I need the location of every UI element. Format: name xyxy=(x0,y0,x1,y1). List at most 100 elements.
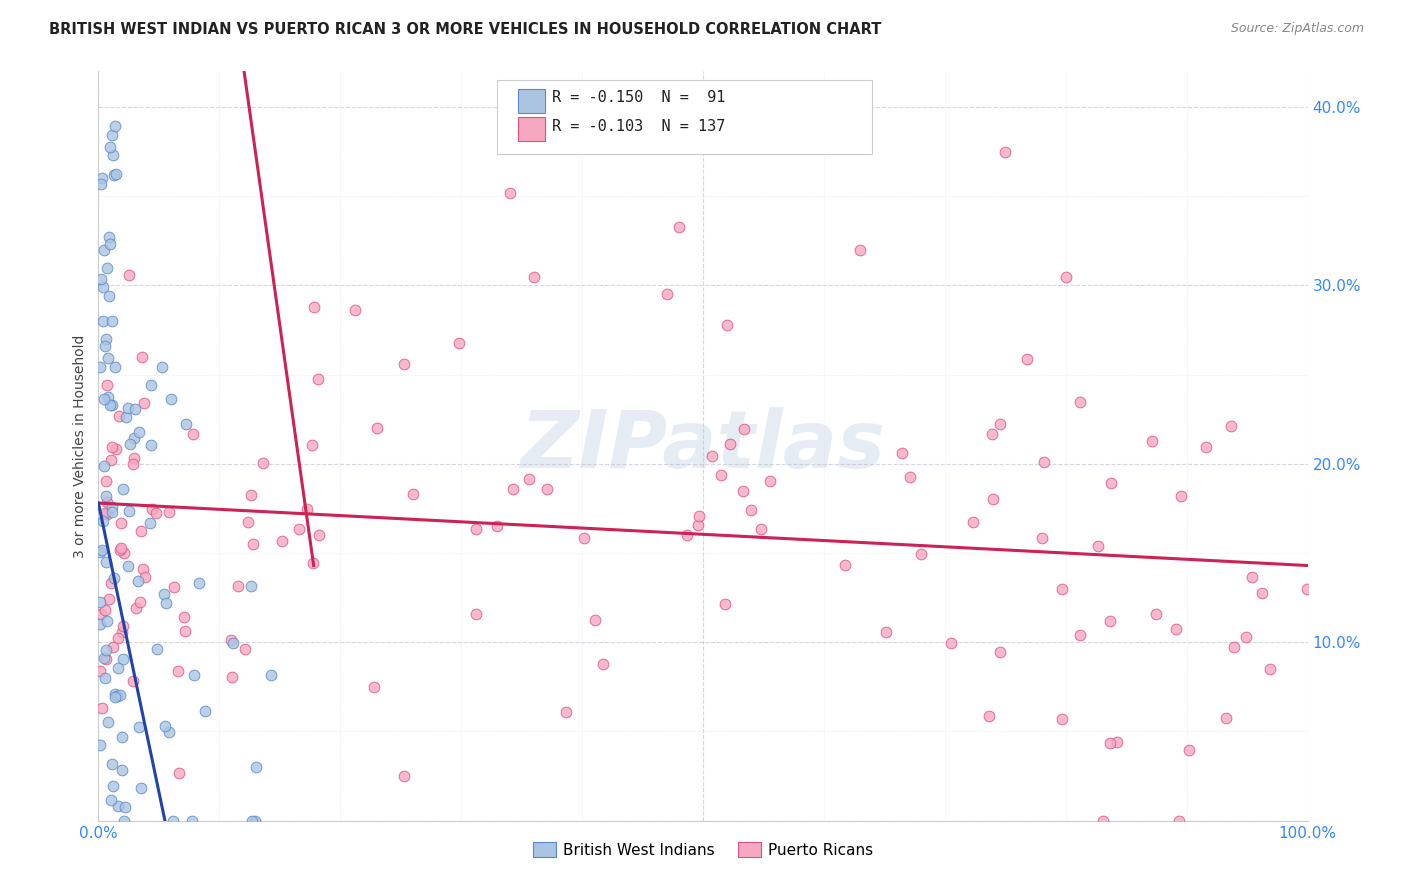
Point xyxy=(98,139,121,153)
Point xyxy=(129,781,152,796)
Point xyxy=(121,457,143,471)
Point xyxy=(688,508,710,523)
Point xyxy=(499,186,522,200)
Point xyxy=(127,574,149,588)
Point xyxy=(239,488,262,502)
FancyBboxPatch shape xyxy=(498,80,872,153)
Point xyxy=(245,760,267,774)
Point xyxy=(122,431,145,445)
Point xyxy=(271,533,294,548)
Text: R = -0.150  N =  91: R = -0.150 N = 91 xyxy=(551,90,725,105)
Point xyxy=(107,631,129,645)
Point xyxy=(117,558,139,573)
Point xyxy=(100,793,122,807)
Point xyxy=(464,522,486,536)
Point xyxy=(141,502,163,516)
Point xyxy=(89,272,111,286)
Point xyxy=(89,545,111,559)
Point xyxy=(343,303,366,318)
Point xyxy=(89,664,111,678)
Point xyxy=(187,575,209,590)
Point xyxy=(688,517,710,532)
Point xyxy=(302,301,325,315)
Point xyxy=(486,518,509,533)
Point xyxy=(91,171,114,186)
Point xyxy=(1054,269,1077,284)
Point xyxy=(751,522,773,536)
Point xyxy=(238,516,260,530)
Point xyxy=(111,731,134,745)
Point xyxy=(103,640,125,654)
Point xyxy=(103,168,125,182)
Point xyxy=(260,668,283,682)
Point xyxy=(100,314,122,328)
Point xyxy=(1144,607,1167,621)
Bar xyxy=(517,88,544,112)
Point xyxy=(131,350,153,364)
Point xyxy=(167,766,190,780)
Point xyxy=(163,580,186,594)
Point xyxy=(1098,736,1121,750)
Point xyxy=(100,453,122,467)
Point xyxy=(173,610,195,624)
Point xyxy=(134,569,156,583)
Point xyxy=(112,814,135,828)
Point xyxy=(219,633,242,648)
Point xyxy=(96,260,118,275)
Point xyxy=(157,725,180,739)
Point xyxy=(94,332,117,346)
Point xyxy=(592,657,614,671)
Point xyxy=(96,614,118,628)
Point xyxy=(1087,539,1109,553)
Point xyxy=(94,555,117,569)
Point xyxy=(110,516,132,531)
Point xyxy=(394,768,416,782)
Point xyxy=(94,338,117,352)
Point xyxy=(94,652,117,666)
Point xyxy=(91,314,114,328)
Point xyxy=(111,625,134,640)
Point xyxy=(174,417,197,431)
Point xyxy=(108,409,131,423)
Point xyxy=(89,595,111,609)
Point xyxy=(295,502,318,516)
Point xyxy=(502,482,524,496)
Point xyxy=(104,167,127,181)
Point xyxy=(122,450,145,465)
Point xyxy=(302,556,325,570)
Point xyxy=(90,542,112,557)
Point xyxy=(104,688,127,702)
Point xyxy=(1177,742,1199,756)
Point xyxy=(94,671,117,685)
Point xyxy=(288,522,311,536)
Point xyxy=(180,814,202,828)
Point xyxy=(152,586,174,600)
Point xyxy=(465,607,488,621)
Point xyxy=(98,237,121,252)
Point xyxy=(131,562,153,576)
Point xyxy=(979,709,1001,723)
Point xyxy=(112,482,135,496)
Point xyxy=(1091,814,1114,828)
Point xyxy=(572,531,595,545)
Point xyxy=(222,636,245,650)
Point xyxy=(104,690,127,705)
Point xyxy=(994,145,1017,159)
Point xyxy=(100,576,122,591)
Text: BRITISH WEST INDIAN VS PUERTO RICAN 3 OR MORE VEHICLES IN HOUSEHOLD CORRELATION : BRITISH WEST INDIAN VS PUERTO RICAN 3 OR… xyxy=(49,22,882,37)
Y-axis label: 3 or more Vehicles in Household: 3 or more Vehicles in Household xyxy=(73,334,87,558)
Point xyxy=(112,546,135,560)
Point xyxy=(110,541,132,556)
Point xyxy=(103,571,125,585)
Point xyxy=(834,558,856,572)
Bar xyxy=(517,117,544,141)
Point xyxy=(714,597,737,611)
Point xyxy=(1052,582,1074,596)
Point xyxy=(111,764,134,778)
Point xyxy=(155,597,177,611)
Point xyxy=(96,489,118,503)
Point xyxy=(91,701,114,715)
Point xyxy=(128,720,150,734)
Point xyxy=(183,668,205,682)
Point xyxy=(100,440,122,454)
